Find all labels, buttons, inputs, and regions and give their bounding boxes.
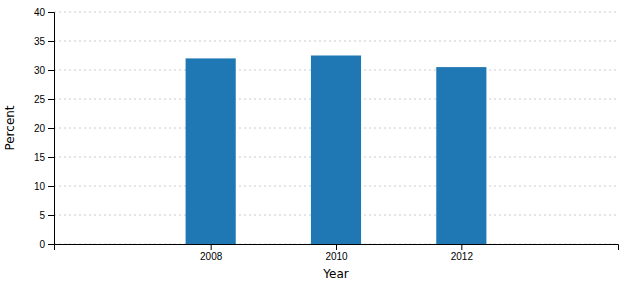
y-tick: 30 — [34, 65, 54, 76]
bars — [186, 56, 487, 245]
y-tick-mark — [48, 99, 54, 100]
x-tick: 2008 — [200, 244, 223, 262]
y-tick-mark — [48, 157, 54, 158]
y-tick-label: 5 — [39, 210, 45, 221]
y-tick-mark — [48, 128, 54, 129]
y-tick: 5 — [39, 210, 54, 221]
x-tick-mark — [336, 244, 337, 250]
x-tick-label: 2010 — [325, 251, 348, 262]
y-tick-mark — [48, 41, 54, 42]
y-tick-label: 40 — [34, 7, 46, 18]
x-tick-mark — [461, 244, 462, 250]
x-axis-title: Year — [322, 267, 348, 281]
grid-line — [54, 12, 618, 13]
y-tick: 35 — [34, 36, 54, 47]
y-axis-line — [48, 13, 55, 245]
y-tick-mark — [48, 244, 54, 245]
chart-svg: 2008 2010 2012 0 5 10 15 20 25 30 35 40 Year Percent — [0, 0, 634, 286]
y-axis-title: Percent — [3, 105, 17, 150]
y-tick: 20 — [34, 123, 54, 134]
y-tick-label: 15 — [34, 152, 46, 163]
y-tick: 25 — [34, 94, 54, 105]
bar — [186, 58, 236, 244]
y-axis: 0 5 10 15 20 25 30 35 40 — [34, 7, 55, 250]
bar — [436, 67, 486, 244]
bar — [311, 56, 361, 245]
y-tick-label: 30 — [34, 65, 46, 76]
grid-line — [54, 41, 618, 42]
x-tick: 2010 — [325, 244, 348, 262]
y-tick-mark — [48, 215, 54, 216]
y-tick-mark — [48, 12, 54, 13]
x-axis: 2008 2010 2012 — [55, 244, 619, 262]
y-tick: 40 — [34, 7, 54, 18]
y-tick-mark — [48, 70, 54, 71]
x-tick: 2012 — [451, 244, 474, 262]
x-tick-mark — [211, 244, 212, 250]
y-tick-label: 10 — [34, 181, 46, 192]
y-tick-label: 25 — [34, 94, 46, 105]
y-tick: 15 — [34, 152, 54, 163]
grid — [54, 12, 618, 244]
chart-container: 2008 2010 2012 0 5 10 15 20 25 30 35 40 Year Percent — [0, 0, 634, 286]
plot: 2008 2010 2012 0 5 10 15 20 25 30 35 40 Year Percent — [3, 7, 619, 281]
x-axis-line — [55, 245, 619, 251]
y-tick-mark — [48, 186, 54, 187]
y-tick-label: 35 — [34, 36, 46, 47]
x-tick-label: 2008 — [200, 251, 223, 262]
y-tick-label: 0 — [39, 239, 45, 250]
y-tick: 10 — [34, 181, 54, 192]
x-tick-label: 2012 — [451, 251, 474, 262]
y-tick: 0 — [39, 239, 54, 250]
y-tick-label: 20 — [34, 123, 46, 134]
